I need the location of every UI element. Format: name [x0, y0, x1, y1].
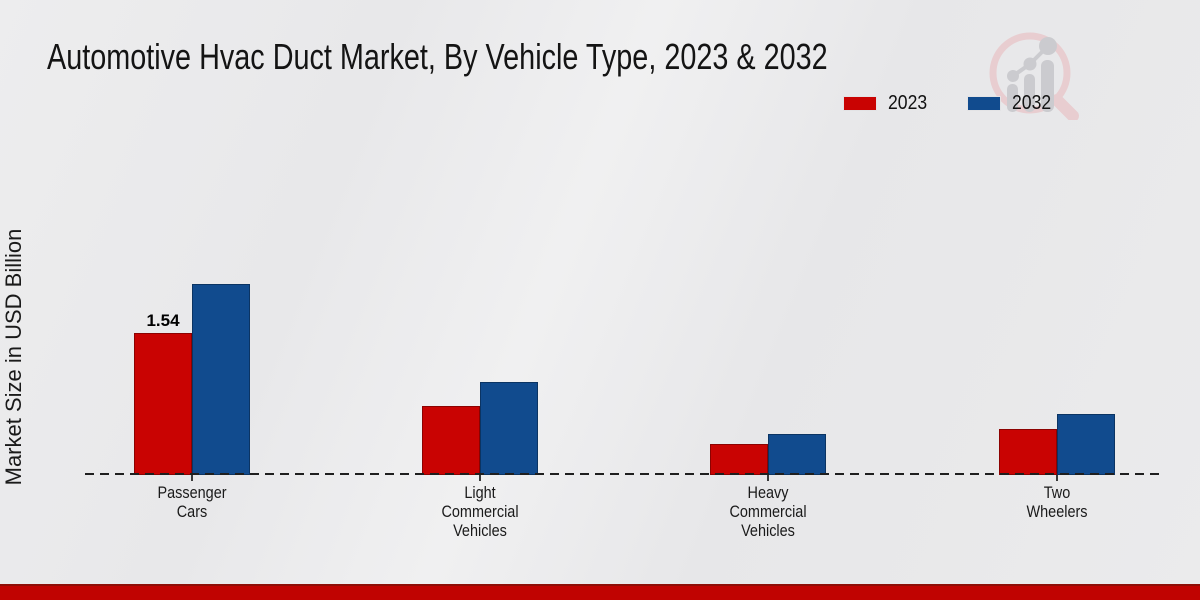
legend-item-2023: 2023	[843, 92, 933, 115]
bar-2023-passenger-cars	[134, 333, 192, 475]
bar-2032-passenger-cars	[192, 284, 250, 475]
legend-item-2032: 2032	[966, 92, 1057, 115]
x-tick-light-commercial-vehicles	[479, 475, 481, 481]
bar-2023-heavy-commercial-vehicles	[710, 444, 768, 475]
x-axis-dashed-line	[85, 473, 1165, 475]
bar-2032-heavy-commercial-vehicles	[768, 434, 826, 475]
footer-red-band	[0, 584, 1200, 600]
bar-2032-two-wheelers	[1057, 414, 1115, 475]
bar-2023-two-wheelers	[999, 429, 1057, 475]
magnifier-chart-logo	[989, 32, 1079, 120]
legend-swatch-2032	[966, 96, 1001, 111]
x-tick-passenger-cars	[191, 475, 193, 481]
x-axis-label-heavy-commercial-vehicles: Heavy Commercial Vehicles	[729, 483, 807, 540]
x-tick-two-wheelers	[1056, 475, 1058, 481]
x-axis-label-passenger-cars: Passenger Cars	[157, 483, 227, 521]
legend-label-2023: 2023	[888, 92, 928, 114]
x-axis-label-two-wheelers: Two Wheelers	[1026, 483, 1088, 521]
y-axis-label: Market Size in USD Billion	[1, 228, 26, 486]
legend-swatch-2023	[843, 96, 877, 111]
x-tick-heavy-commercial-vehicles	[767, 475, 769, 481]
legend-label-2032: 2032	[1011, 92, 1051, 114]
x-axis-label-light-commercial-vehicles: Light Commercial Vehicles	[441, 483, 519, 540]
bar-2023-light-commercial-vehicles	[422, 406, 480, 475]
legend: 2023 2032	[843, 92, 1056, 115]
bar-value-label-passenger-cars: 1.54	[146, 311, 180, 330]
bar-2032-light-commercial-vehicles	[480, 382, 538, 475]
chart-title: Automotive Hvac Duct Market, By Vehicle …	[47, 36, 828, 77]
